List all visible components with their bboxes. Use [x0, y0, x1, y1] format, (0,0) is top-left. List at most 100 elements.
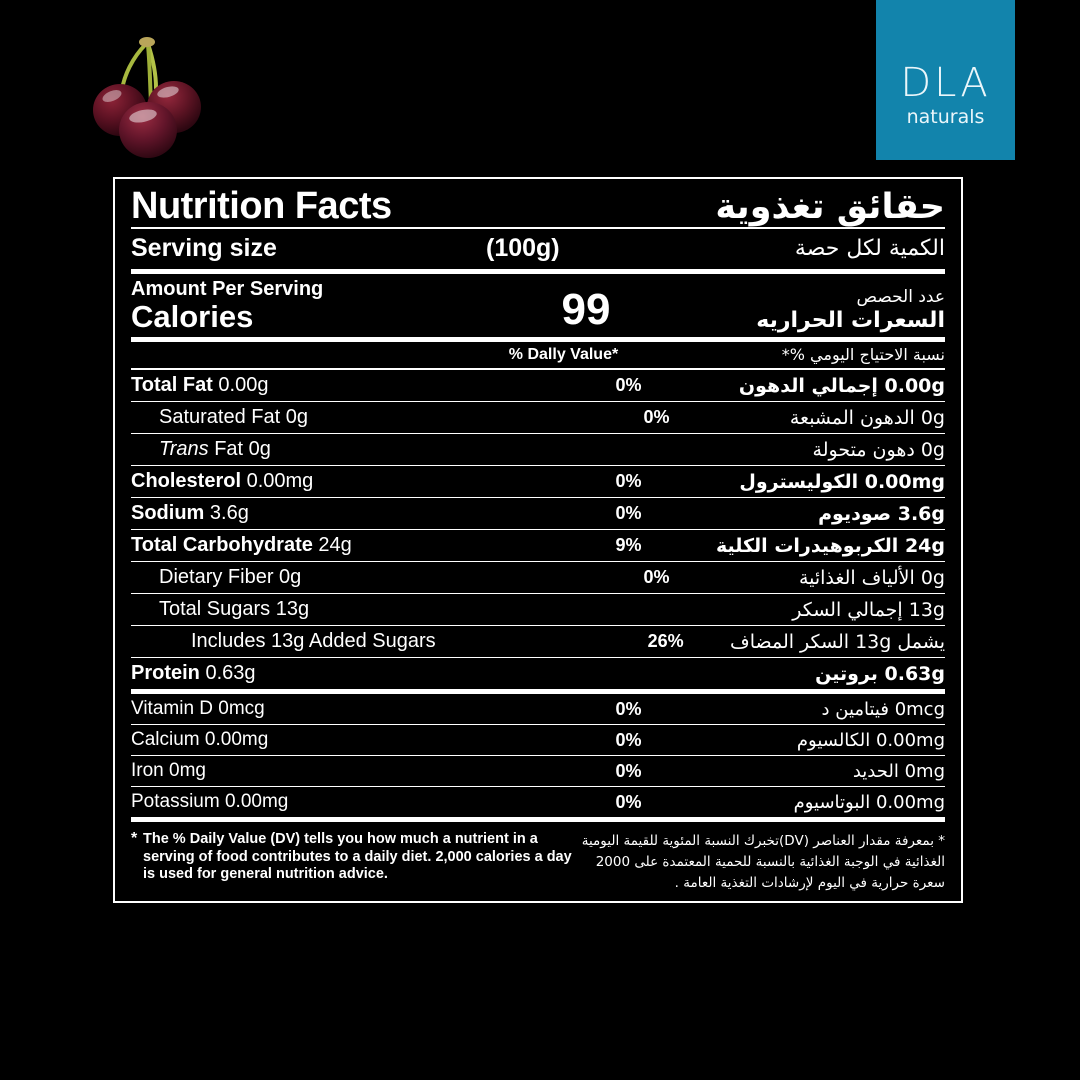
- calories-label: Calories: [131, 299, 254, 334]
- divider-nutrient: [131, 465, 945, 467]
- daily-value-header: % Dally Value*: [508, 345, 619, 363]
- nutrient-value-en: 0g: [273, 566, 302, 589]
- nutrient-name-ar: 0g الدهون المشبعة: [789, 406, 945, 429]
- page-title: Nutrition Facts: [131, 185, 392, 227]
- calories-label-arabic: السعرات الحراريه: [756, 307, 945, 333]
- divider-footnote: [131, 817, 945, 823]
- micronutrient-list: Vitamin D 0mcg 0% 0mcg فيتامين د Calcium 0.…: [131, 694, 945, 817]
- daily-value-header-arabic: نسبة الاحتياج اليومي %*: [781, 345, 945, 365]
- nutrient-row: Protein 0.63g 0.63g بروتين: [131, 658, 945, 689]
- nutrient-row: Total Sugars 13g 13g إجمالي السكر: [131, 594, 945, 625]
- serving-size-amount: (100g): [486, 234, 560, 262]
- nutrient-daily-value: 9%: [615, 535, 642, 556]
- label-title-row: Nutrition Facts حقائق تغذوية: [131, 179, 945, 227]
- nutrient-name-en: Saturated Fat 0g: [159, 406, 308, 429]
- calories-value: 99: [561, 285, 611, 335]
- nutrient-row: Saturated Fat 0g 0% 0g الدهون المشبعة: [131, 402, 945, 433]
- micronutrient-name-ar: 0.00mg البوتاسيوم: [793, 791, 945, 813]
- nutrient-row: Cholesterol 0.00mg 0% 0.00mg الكوليسترول: [131, 466, 945, 497]
- nutrient-name-en: Cholesterol 0.00mg: [131, 470, 314, 493]
- nutrient-name-en: Protein 0.63g: [131, 662, 256, 685]
- divider-micronutrient: [131, 786, 945, 788]
- nutrient-name-ar: 0g دهون متحولة: [812, 438, 945, 461]
- nutrient-row: Includes 13g Added Sugars 26% يشمل 13g الس…: [131, 626, 945, 657]
- micronutrient-daily-value: 0%: [615, 698, 642, 719]
- nutrient-daily-value: 0%: [615, 503, 642, 524]
- micronutrient-name-ar: 0mg الحديد: [852, 760, 945, 782]
- nutrient-value-en: 0.00mg: [241, 470, 314, 493]
- serving-size-row: Serving size (100g) الكمية لكل حصة: [131, 229, 945, 269]
- nutrient-row: Sodium 3.6g 0% 3.6g صوديوم: [131, 498, 945, 529]
- nutrient-name-ar: 0.63g بروتين: [815, 662, 945, 685]
- brand-tagline: naturals: [906, 106, 985, 128]
- nutrient-name-ar: 24g الكربوهيدرات الكلية: [715, 534, 945, 557]
- cherries-icon: [88, 28, 206, 164]
- divider-serving: [131, 269, 945, 274]
- nutrient-name-italic: Trans: [159, 438, 209, 461]
- divider-nutrient: [131, 689, 945, 695]
- micronutrient-name-en: Potassium 0.00mg: [131, 791, 289, 813]
- nutrient-daily-value: 0%: [643, 407, 670, 428]
- nutrient-name-en: Includes 13g Added Sugars: [191, 630, 436, 653]
- divider-nutrient: [131, 401, 945, 403]
- divider-micronutrient: [131, 724, 945, 726]
- nutrient-daily-value: 0%: [615, 375, 642, 396]
- nutrient-name-ar: 0g الألياف الغذائية: [798, 566, 945, 589]
- nutrient-list: Total Fat 0.00g 0% 0.00g إجمالي الدهون Satu…: [131, 370, 945, 695]
- serving-size-label-arabic: الكمية لكل حصة: [794, 236, 945, 261]
- divider-nutrient: [131, 433, 945, 435]
- calories-row: Amount Per Serving Calories 99 عدد الحصص…: [131, 274, 945, 337]
- micronutrient-row: Potassium 0.00mg 0% 0.00mg البوتاسيوم: [131, 787, 945, 817]
- nutrient-daily-value: 0%: [643, 567, 670, 588]
- micronutrient-row: Iron 0mg 0% 0mg الحديد: [131, 756, 945, 786]
- amount-per-serving-label-arabic: عدد الحصص: [856, 287, 946, 308]
- divider-nutrient: [131, 625, 945, 627]
- nutrient-name-ar: 13g إجمالي السكر: [792, 598, 945, 621]
- divider-micronutrient: [131, 755, 945, 757]
- micronutrient-name-en: Calcium 0.00mg: [131, 729, 269, 751]
- nutrient-name-ar: 0.00g إجمالي الدهون: [738, 374, 945, 397]
- footnote-ar: * بمعرفة مقدار العناصر (DV)تخبرك النسبة …: [581, 833, 945, 891]
- daily-value-header-row: % Dally Value* نسبة الاحتياج اليومي %*: [131, 342, 945, 368]
- dla-naturals-logo: DLA naturals: [876, 0, 1015, 160]
- nutrient-name-en: Sodium 3.6g: [131, 502, 249, 525]
- nutrient-name-ar: 3.6g صوديوم: [818, 502, 945, 525]
- footnote-row: * The % Daily Value (DV) tells you how m…: [131, 822, 945, 894]
- nutrient-value-en: 0g: [280, 406, 308, 429]
- nutrient-value-en: 3.6g: [204, 502, 249, 525]
- divider-title: [131, 227, 945, 229]
- divider-nutrient: [131, 529, 945, 531]
- nutrient-value-en: 0.00g: [212, 374, 269, 397]
- divider-dv-header: [131, 368, 945, 371]
- brand-name: DLA: [900, 60, 991, 106]
- nutrient-value-en: 24g: [312, 534, 352, 557]
- nutrient-row: Total Carbohydrate 24g 9% 24g الكربوهيدرات…: [131, 530, 945, 561]
- nutrient-daily-value: 0%: [615, 471, 642, 492]
- divider-nutrient: [131, 497, 945, 499]
- nutrient-row: Total Fat 0.00g 0% 0.00g إجمالي الدهون: [131, 370, 945, 401]
- divider-calories: [131, 337, 945, 343]
- micronutrient-daily-value: 0%: [615, 791, 642, 812]
- micronutrient-name-en: Vitamin D 0mcg: [131, 698, 265, 720]
- nutrient-row: Trans Fat 0g 0g دهون متحولة: [131, 434, 945, 465]
- divider-nutrient: [131, 657, 945, 659]
- footnote-star: *: [131, 830, 138, 848]
- micronutrient-name-ar: 0mcg فيتامين د: [821, 698, 946, 720]
- page-title-arabic: حقائق تغذوية: [715, 187, 945, 227]
- nutrient-name-ar: يشمل 13g السكر المضاف: [730, 630, 945, 653]
- nutrient-row: Dietary Fiber 0g 0% 0g الألياف الغذائية: [131, 562, 945, 593]
- nutrition-facts-label: Nutrition Facts حقائق تغذوية Serving siz…: [113, 177, 963, 903]
- nutrient-name-en: Dietary Fiber 0g: [159, 566, 302, 589]
- amount-per-serving-label: Amount Per Serving: [131, 278, 324, 300]
- divider-nutrient: [131, 593, 945, 595]
- nutrient-value-en: 0.63g: [199, 662, 256, 685]
- nutrient-name-en: Trans Fat 0g: [131, 438, 589, 461]
- footnote-en: * The % Daily Value (DV) tells you how m…: [131, 830, 573, 884]
- nutrient-name-ar: 0.00mg الكوليسترول: [739, 470, 945, 493]
- footnote-en-text: The % Daily Value (DV) tells you how muc…: [143, 831, 572, 883]
- divider-nutrient: [131, 561, 945, 563]
- nutrient-value-en: 13g: [270, 598, 310, 621]
- micronutrient-name-en: Iron 0mg: [131, 760, 206, 782]
- micronutrient-daily-value: 0%: [615, 760, 642, 781]
- nutrient-name-rest: Fat 0g: [208, 438, 271, 461]
